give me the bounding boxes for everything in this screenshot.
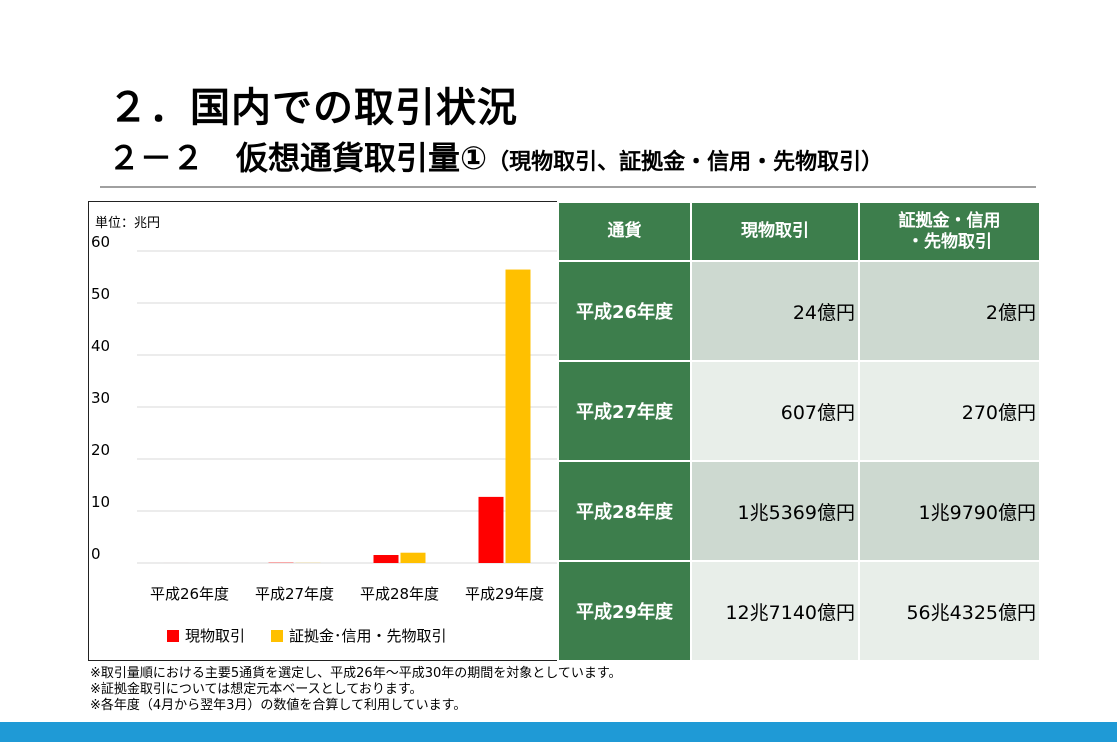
x-tick-label: 平成27年度 (255, 585, 334, 603)
page-title: ２．国内での取引状況 (108, 85, 518, 131)
subtitle-paren: （現物取引、証拠金・信用・先物取引） (487, 150, 884, 175)
table-cell-margin: 56兆4325億円 (858, 560, 1041, 662)
table-cell-spot: 1兆5369億円 (690, 460, 860, 562)
legend-item-spot: 現物取引 (167, 625, 245, 646)
bar (400, 552, 426, 563)
y-tick-label: 40 (91, 337, 110, 355)
legend-label-spot: 現物取引 (185, 627, 246, 645)
table-row-year: 平成26年度 (557, 260, 692, 362)
table-row: 平成29年度 12兆7140億円 56兆4325億円 (557, 560, 1041, 662)
legend-swatch-margin (271, 629, 284, 642)
legend-item-margin: 証拠金･信用・先物取引 (271, 625, 447, 646)
volume-table: 通貨 現物取引 証拠金・信用 ・先物取引 平成26年度 24億円 2億円 平成2… (557, 201, 1041, 662)
bar (373, 555, 399, 563)
bar-chart: 単位：兆円 0 10 20 30 40 50 60 平成26年度 平成27年度 平成28年度 平成2… (88, 201, 558, 661)
x-tick-label: 平成26年度 (150, 585, 229, 603)
table-cell-spot: 12兆7140億円 (690, 560, 860, 662)
y-tick-label: 20 (91, 441, 110, 459)
y-tick-label: 10 (91, 493, 110, 511)
table-cell-margin: 2億円 (858, 260, 1041, 362)
x-tick-label: 平成28年度 (360, 585, 439, 603)
y-tick-label: 0 (91, 545, 101, 563)
legend-swatch-spot (167, 629, 179, 642)
table-header-currency: 通貨 (557, 201, 692, 262)
table-cell-spot: 24億円 (690, 260, 860, 362)
table-row-year: 平成28年度 (557, 460, 692, 562)
chart-unit-label: 単位：兆円 (95, 216, 161, 231)
legend-label-margin: 証拠金･信用・先物取引 (289, 627, 447, 645)
footnotes: ※取引量順における主要5通貨を選定し、平成26年～平成30年の期間を対象としてい… (90, 666, 622, 714)
table-row: 平成26年度 24億円 2億円 (557, 260, 1041, 362)
table-cell-margin: 1兆9790億円 (858, 460, 1041, 562)
chart-plot: 0 10 20 30 40 50 60 平成26年度 平成27年度 平成28年度 平成29年度 (91, 233, 557, 603)
table-header-row: 通貨 現物取引 証拠金・信用 ・先物取引 (557, 201, 1041, 262)
page-subtitle: ２－２ 仮想通貨取引量①（現物取引、証拠金・信用・先物取引） (108, 136, 883, 185)
table-row: 平成28年度 1兆5369億円 1兆9790億円 (557, 460, 1041, 562)
bar (478, 496, 504, 563)
y-tick-label: 60 (91, 233, 110, 251)
table-header-spot: 現物取引 (690, 201, 860, 262)
subtitle-main: ２－２ 仮想通貨取引量① (108, 139, 488, 177)
bar (505, 269, 531, 563)
table-row-year: 平成29年度 (557, 560, 692, 662)
x-tick-label: 平成29年度 (465, 585, 544, 603)
footnote: ※証拠金取引については想定元本ベースとしております。 (90, 682, 423, 697)
table-cell-margin: 270億円 (858, 360, 1041, 462)
y-tick-label: 30 (91, 389, 110, 407)
table-row-year: 平成27年度 (557, 360, 692, 462)
footer-bar (0, 722, 1117, 742)
chart-legend: 現物取引 証拠金･信用・先物取引 (167, 625, 473, 646)
footnote: ※取引量順における主要5通貨を選定し、平成26年～平成30年の期間を対象としてい… (90, 666, 622, 681)
footnote: ※各年度（4月から翌年3月）の数値を合算して利用しています。 (90, 698, 467, 713)
table-row: 平成27年度 607億円 270億円 (557, 360, 1041, 462)
title-divider (100, 186, 1036, 188)
y-tick-label: 50 (91, 285, 110, 303)
table-header-margin: 証拠金・信用 ・先物取引 (858, 201, 1041, 262)
table-cell-spot: 607億円 (690, 360, 860, 462)
